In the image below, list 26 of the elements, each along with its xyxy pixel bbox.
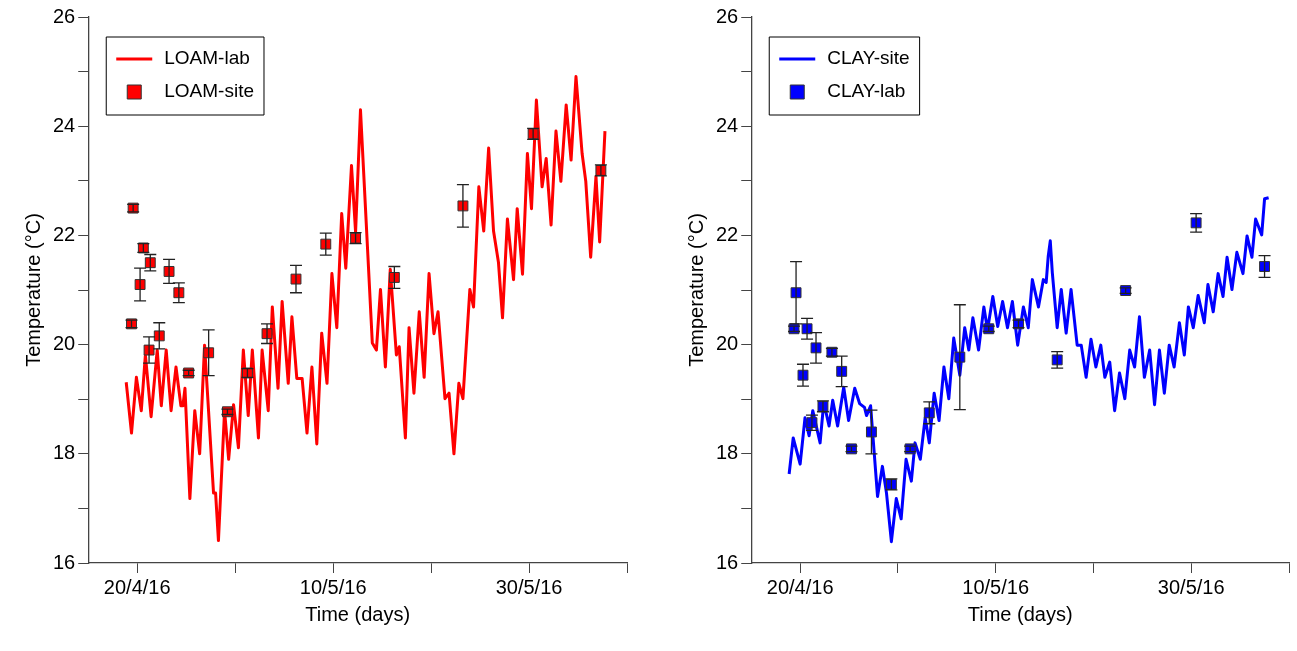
y-tick-label: 24 [716,113,739,136]
legend-label: LOAM-lab [164,47,250,69]
y-tick-label: 20 [716,332,739,355]
x-tick-label: 10/5/16 [299,575,367,598]
y-tick-label: 18 [53,441,76,464]
x-tick-label: 30/5/16 [495,575,563,598]
x-tick-label: 20/4/16 [766,575,834,598]
x-axis-title: Time (days) [967,602,1073,625]
y-axis-title: Temperature (°C) [684,213,707,367]
y-tick-label: 18 [716,441,739,464]
y-tick-label: 22 [716,222,739,245]
legend-label: CLAY-site [827,47,910,69]
y-axis-title: Temperature (°C) [21,213,44,367]
x-tick-label: 20/4/16 [103,575,171,598]
y-tick-label: 24 [53,113,76,136]
y-tick-label: 26 [53,4,76,27]
y-tick-label: 26 [716,4,739,27]
y-tick-label: 20 [53,332,76,355]
x-tick-label: 30/5/16 [1157,575,1225,598]
y-tick-label: 16 [716,550,739,573]
x-axis-title: Time (days) [305,602,411,625]
legend-label: CLAY-lab [827,80,906,102]
legend-label: LOAM-site [164,80,254,102]
y-tick-label: 16 [53,550,76,573]
y-tick-label: 22 [53,222,76,245]
x-tick-label: 10/5/16 [962,575,1030,598]
